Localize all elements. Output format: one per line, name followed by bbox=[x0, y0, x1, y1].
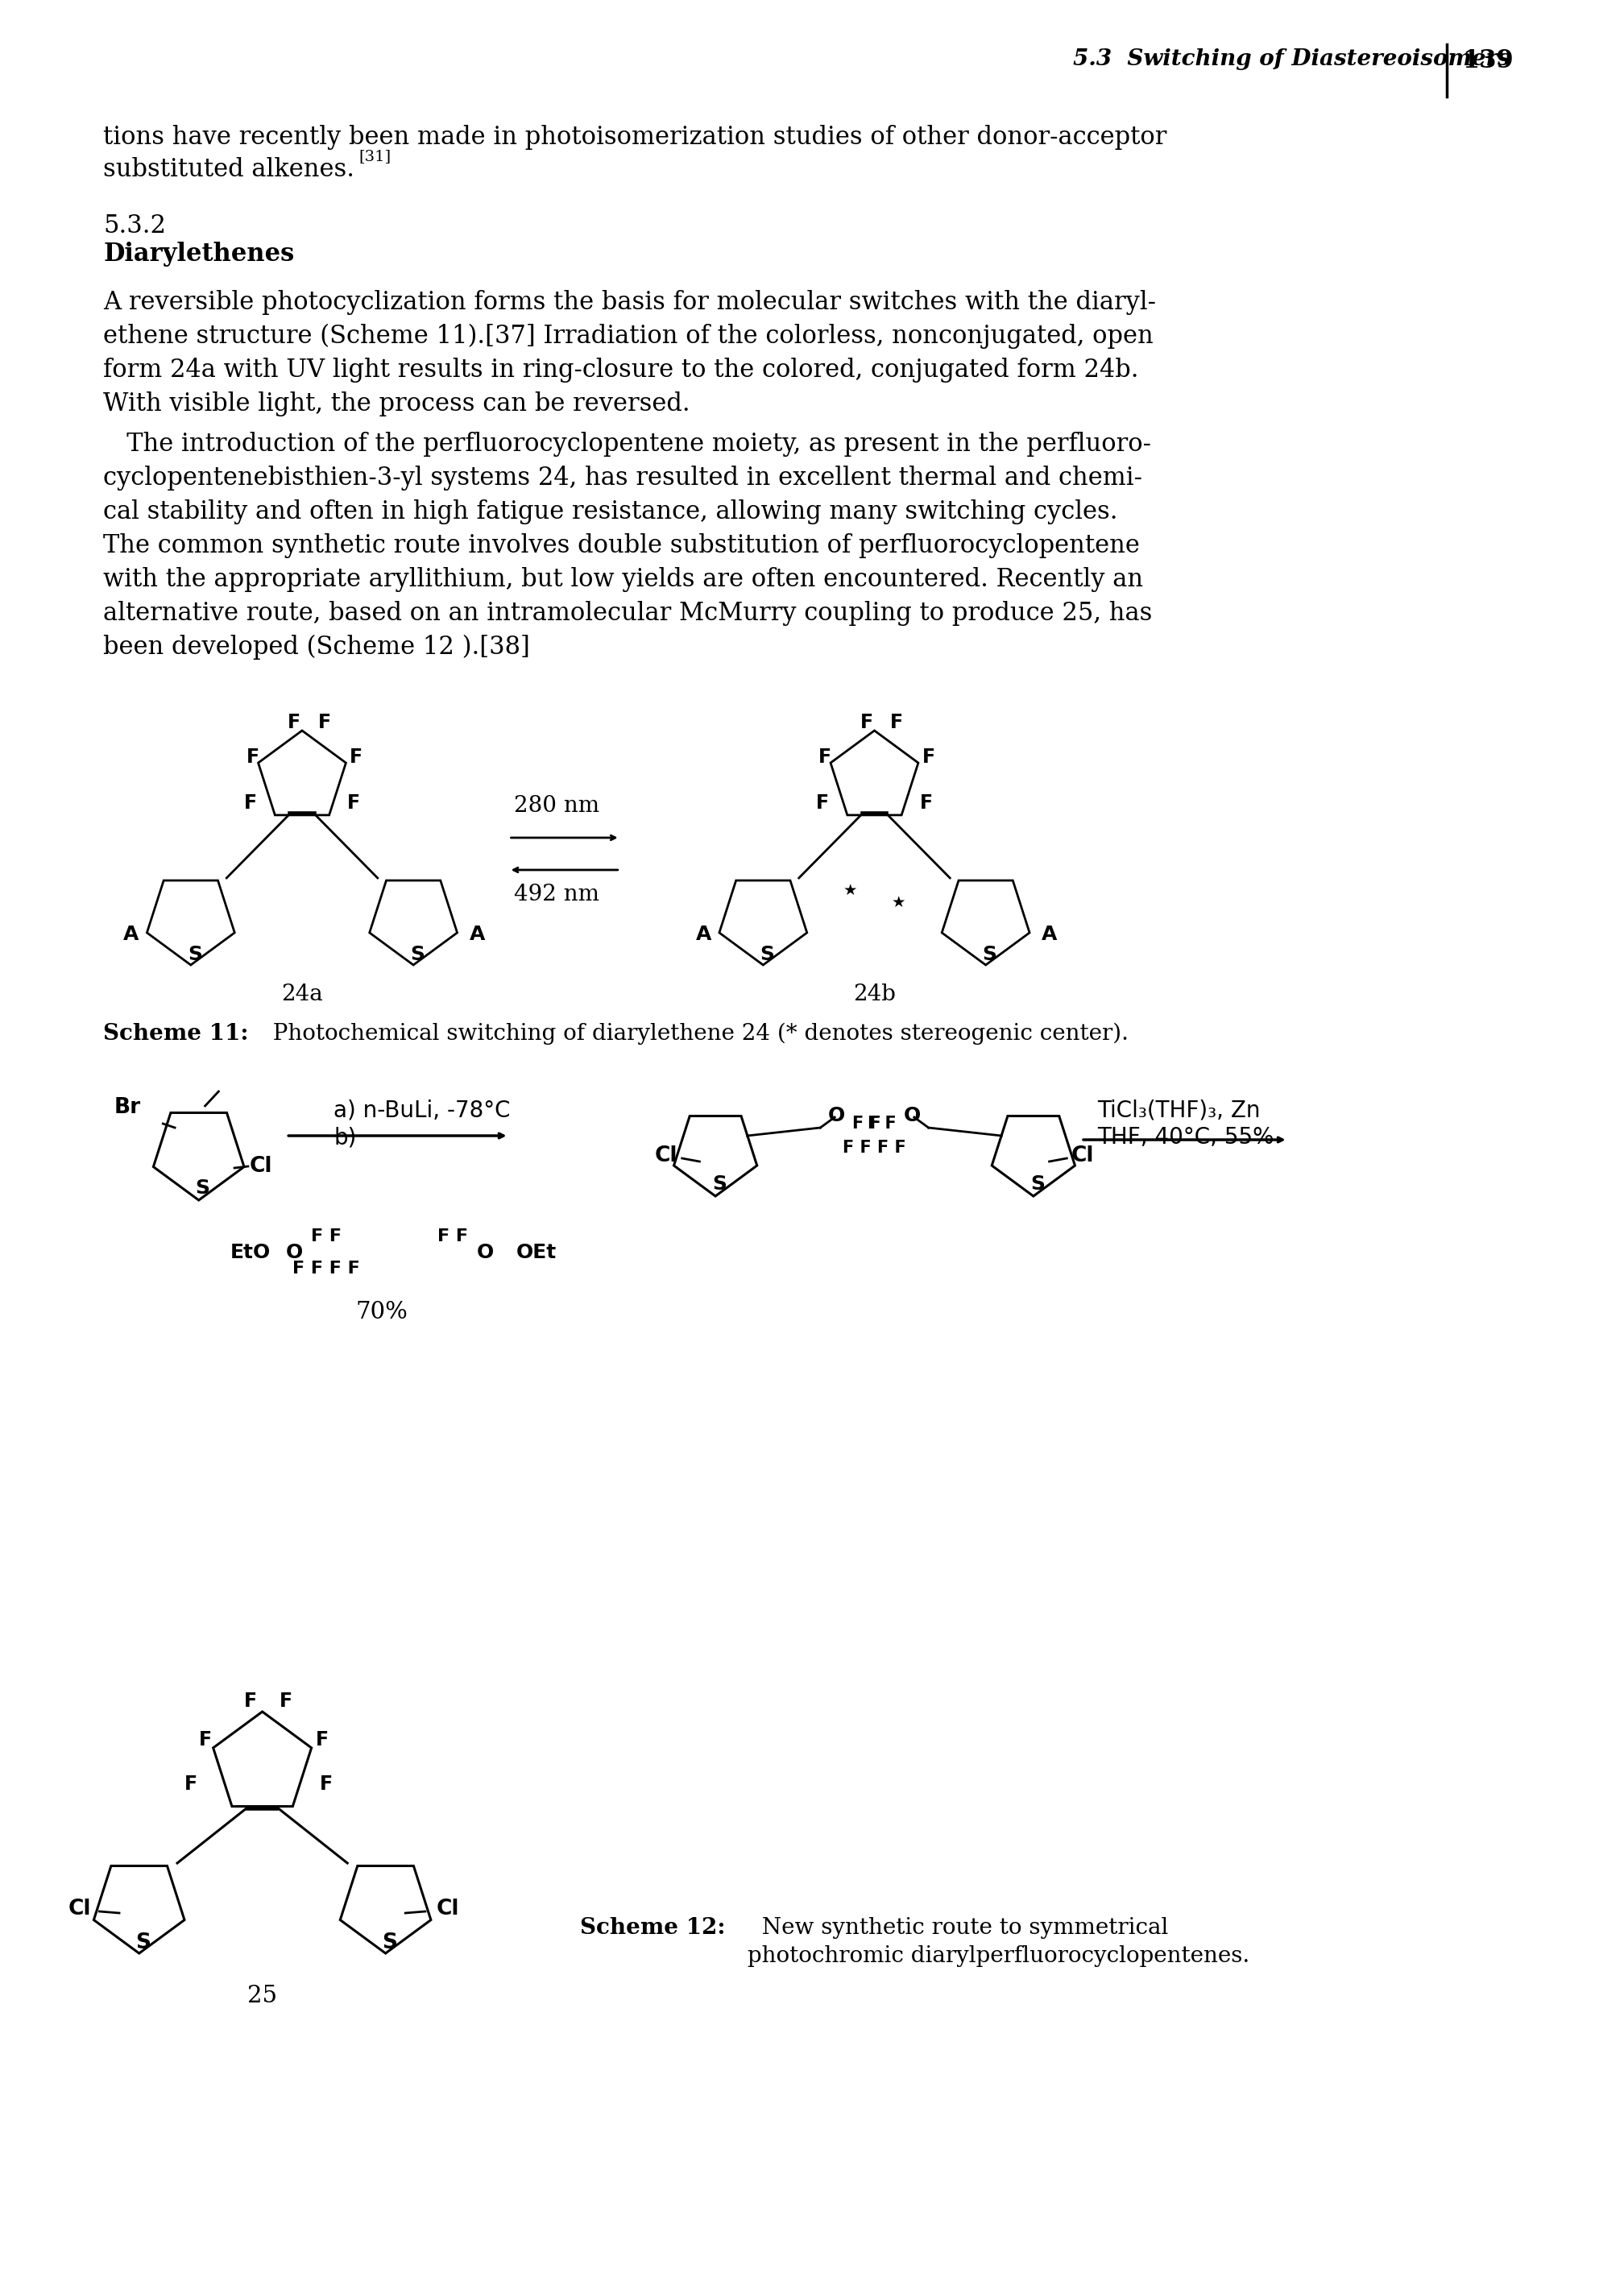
Text: The introduction of the perfluorocyclopentene moiety, as present in the perfluor: The introduction of the perfluorocyclope… bbox=[104, 433, 1151, 456]
Text: Diarylethenes: Diarylethenes bbox=[104, 243, 294, 266]
Text: Cl: Cl bbox=[437, 1898, 460, 1919]
Text: Cl: Cl bbox=[68, 1898, 91, 1919]
Text: O: O bbox=[286, 1243, 302, 1262]
Text: F F: F F bbox=[438, 1227, 468, 1243]
Text: A: A bbox=[469, 925, 484, 943]
Text: a) n-BuLi, -78°C: a) n-BuLi, -78°C bbox=[335, 1099, 510, 1122]
Text: 25: 25 bbox=[247, 1985, 278, 2008]
Text: ethene structure (Scheme 11).[37] Irradiation of the colorless, nonconjugated, o: ethene structure (Scheme 11).[37] Irradi… bbox=[104, 323, 1153, 348]
Text: F: F bbox=[279, 1692, 292, 1711]
Text: F: F bbox=[861, 712, 874, 733]
Text: ★: ★ bbox=[892, 895, 905, 909]
Text: F: F bbox=[244, 1692, 257, 1711]
Text: With visible light, the process can be reversed.: With visible light, the process can be r… bbox=[104, 392, 690, 417]
Text: 5.3  Switching of Diastereoisomers: 5.3 Switching of Diastereoisomers bbox=[1073, 48, 1510, 71]
Text: F: F bbox=[318, 712, 331, 733]
Text: [31]: [31] bbox=[359, 149, 391, 163]
Text: form 24a with UV light results in ring-closure to the colored, conjugated form 2: form 24a with UV light results in ring-c… bbox=[104, 357, 1138, 382]
Text: cyclopentenebisthien-3-yl systems 24, has resulted in excellent thermal and chem: cyclopentenebisthien-3-yl systems 24, ha… bbox=[104, 465, 1143, 490]
Text: F F: F F bbox=[867, 1115, 896, 1131]
Text: 492 nm: 492 nm bbox=[513, 884, 599, 905]
Text: b): b) bbox=[335, 1127, 357, 1150]
Text: S: S bbox=[135, 1933, 151, 1953]
Text: Cl: Cl bbox=[1072, 1145, 1095, 1166]
Text: S: S bbox=[983, 946, 997, 964]
Text: Scheme 11:: Scheme 11: bbox=[104, 1024, 248, 1044]
Text: F F: F F bbox=[853, 1115, 880, 1131]
Text: F: F bbox=[244, 792, 257, 813]
Text: S: S bbox=[382, 1933, 398, 1953]
Text: New synthetic route to symmetrical: New synthetic route to symmetrical bbox=[747, 1917, 1168, 1940]
Text: S: S bbox=[760, 946, 775, 964]
Text: Scheme 12:: Scheme 12: bbox=[580, 1917, 726, 1940]
Text: Br: Br bbox=[114, 1097, 141, 1118]
Text: F: F bbox=[919, 792, 932, 813]
Text: cal stability and often in high fatigue resistance, allowing many switching cycl: cal stability and often in high fatigue … bbox=[104, 499, 1117, 524]
Text: F F F F: F F F F bbox=[292, 1260, 359, 1278]
Text: 70%: 70% bbox=[356, 1301, 408, 1324]
Text: F: F bbox=[320, 1775, 333, 1793]
Text: F: F bbox=[349, 747, 362, 767]
Text: EtO: EtO bbox=[231, 1243, 271, 1262]
Text: 5.3.2: 5.3.2 bbox=[104, 213, 166, 238]
Text: substituted alkenes.: substituted alkenes. bbox=[104, 158, 354, 181]
Text: Cl: Cl bbox=[654, 1145, 677, 1166]
Text: 24a: 24a bbox=[281, 985, 323, 1005]
Text: S: S bbox=[713, 1175, 726, 1193]
Text: alternative route, based on an intramolecular McMurry coupling to produce 25, ha: alternative route, based on an intramole… bbox=[104, 600, 1153, 625]
Text: The common synthetic route involves double substitution of perfluorocyclopentene: The common synthetic route involves doub… bbox=[104, 534, 1140, 559]
Text: F: F bbox=[198, 1731, 211, 1750]
Text: A reversible photocyclization forms the basis for molecular switches with the di: A reversible photocyclization forms the … bbox=[104, 291, 1156, 316]
Text: photochromic diarylperfluorocyclopentenes.: photochromic diarylperfluorocyclopentene… bbox=[747, 1944, 1249, 1967]
Text: O: O bbox=[905, 1106, 921, 1124]
Text: S: S bbox=[195, 1179, 209, 1198]
Text: F: F bbox=[890, 712, 903, 733]
Text: O: O bbox=[828, 1106, 844, 1124]
Text: Cl: Cl bbox=[248, 1156, 273, 1177]
Text: ★: ★ bbox=[843, 882, 857, 898]
Text: with the appropriate aryllithium, but low yields are often encountered. Recently: with the appropriate aryllithium, but lo… bbox=[104, 568, 1143, 593]
Text: F F: F F bbox=[310, 1227, 341, 1243]
Text: A: A bbox=[123, 925, 140, 943]
Text: F: F bbox=[287, 712, 300, 733]
Text: F: F bbox=[922, 747, 935, 767]
Text: THF, 40°C, 55%: THF, 40°C, 55% bbox=[1096, 1127, 1273, 1150]
Text: TiCl₃(THF)₃, Zn: TiCl₃(THF)₃, Zn bbox=[1096, 1099, 1260, 1122]
Text: S: S bbox=[1030, 1175, 1044, 1193]
Text: tions have recently been made in photoisomerization studies of other donor-accep: tions have recently been made in photois… bbox=[104, 126, 1168, 149]
Text: F: F bbox=[184, 1775, 197, 1793]
Text: 24b: 24b bbox=[853, 985, 896, 1005]
Text: S: S bbox=[187, 946, 201, 964]
Text: Photochemical switching of diarylethene 24 (* denotes stereogenic center).: Photochemical switching of diarylethene … bbox=[258, 1024, 1129, 1044]
Text: 139: 139 bbox=[1463, 48, 1514, 73]
Text: A: A bbox=[695, 925, 711, 943]
Text: F: F bbox=[315, 1731, 328, 1750]
Text: 280 nm: 280 nm bbox=[513, 795, 599, 815]
Text: O: O bbox=[476, 1243, 494, 1262]
Text: been developed (Scheme 12 ).[38]: been developed (Scheme 12 ).[38] bbox=[104, 634, 529, 660]
Text: A: A bbox=[1041, 925, 1057, 943]
Text: F: F bbox=[348, 792, 361, 813]
Text: F: F bbox=[817, 792, 830, 813]
Text: S: S bbox=[411, 946, 424, 964]
Text: F: F bbox=[818, 747, 831, 767]
Text: F F F F: F F F F bbox=[843, 1140, 906, 1156]
Text: OEt: OEt bbox=[516, 1243, 557, 1262]
Text: F: F bbox=[247, 747, 260, 767]
